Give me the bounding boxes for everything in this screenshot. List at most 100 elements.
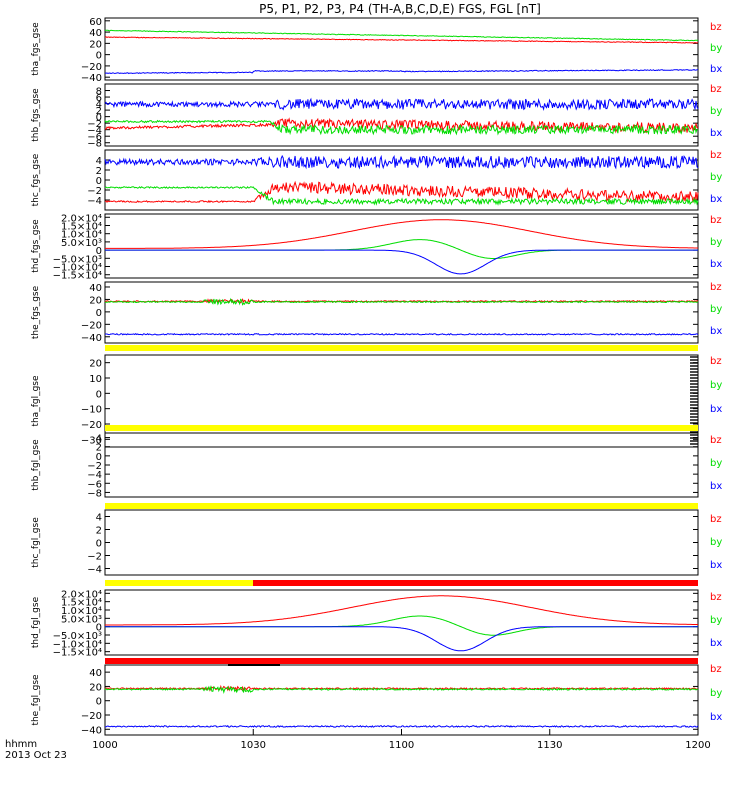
y-tick-label: −20 bbox=[81, 320, 102, 331]
y-tick-label: 2 bbox=[96, 526, 102, 537]
legend-bz: bz bbox=[710, 592, 722, 603]
y-tick-label: 0 bbox=[96, 389, 102, 400]
y-axis-label: the_fgs_gse bbox=[31, 285, 41, 339]
y-tick-label: 4 bbox=[96, 100, 102, 111]
legend-bz: bz bbox=[710, 356, 722, 367]
y-tick-label: 40 bbox=[89, 28, 102, 39]
legend-by: by bbox=[710, 458, 722, 469]
y-tick-label: 4 bbox=[96, 156, 102, 167]
series-bx-line bbox=[105, 626, 698, 652]
y-tick-label: 40 bbox=[89, 668, 102, 679]
y-tick-label: −40 bbox=[81, 725, 102, 736]
status-bar-yellow bbox=[105, 503, 698, 509]
legend-by: by bbox=[710, 688, 722, 699]
series-by-line bbox=[105, 615, 698, 636]
legend-bz: bz bbox=[710, 84, 722, 95]
y-tick-label: 1.5×10⁴ bbox=[61, 598, 102, 609]
series-bx-line bbox=[104, 332, 699, 336]
status-bar-yellow bbox=[105, 580, 253, 586]
y-tick-label: 8 bbox=[96, 87, 102, 98]
x-corner-label-date: 2013 Oct 23 bbox=[5, 750, 67, 761]
y-tick-label: 0 bbox=[96, 246, 102, 257]
y-tick-label: 20 bbox=[89, 682, 102, 693]
status-bar-yellow bbox=[105, 425, 698, 431]
legend-bx: bx bbox=[710, 194, 722, 205]
y-tick-label: −8 bbox=[87, 139, 102, 150]
y-tick-label: −1.5×10⁴ bbox=[53, 648, 102, 659]
panel-frame bbox=[104, 509, 699, 576]
series-bz-line bbox=[105, 595, 699, 626]
y-axis-label: tha_fgl_gse bbox=[31, 375, 41, 427]
status-bar-red bbox=[105, 658, 698, 664]
panel-frame bbox=[104, 17, 699, 81]
y-tick-label: 0 bbox=[96, 176, 102, 187]
y-axis-label: the_fgl_gse bbox=[31, 674, 41, 726]
y-axis-label: thc_fgs_gse bbox=[31, 153, 41, 206]
series-bz-line bbox=[105, 219, 698, 249]
legend-bz: bz bbox=[710, 150, 722, 161]
y-tick-label: 1.0×10⁴ bbox=[61, 606, 102, 617]
y-tick-label: −10 bbox=[81, 405, 102, 416]
series-bx-line bbox=[104, 154, 699, 170]
y-tick-label: 4 bbox=[96, 513, 102, 524]
y-tick-label: 2.0×10⁴ bbox=[61, 589, 102, 600]
y-tick-label: 2.0×10⁴ bbox=[61, 213, 102, 224]
panel-thb_fgl_gse: 420−2−4−6−8 thb_fgl_gse bz by bx bbox=[31, 432, 722, 499]
y-tick-label: 4 bbox=[96, 434, 102, 445]
legend-bx: bx bbox=[710, 638, 722, 649]
panel-frame bbox=[104, 281, 699, 344]
y-tick-label: 1.0×10⁴ bbox=[61, 230, 102, 241]
y-tick-label: 2 bbox=[96, 106, 102, 117]
y-tick-label: −5.0×10³ bbox=[53, 254, 102, 265]
y-tick-label: −4 bbox=[87, 126, 102, 137]
series-by-line bbox=[104, 685, 699, 694]
y-tick-label: −30 bbox=[81, 435, 102, 446]
panel-frame bbox=[104, 432, 699, 498]
x-tick-label: 1030 bbox=[241, 740, 266, 751]
y-tick-label: −2 bbox=[87, 552, 102, 563]
legend-bx: bx bbox=[710, 481, 722, 492]
legend-bz: bz bbox=[710, 215, 722, 226]
y-tick-label: 1.5×10⁴ bbox=[61, 221, 102, 232]
series-bx-line bbox=[105, 249, 698, 275]
y-tick-label: 0 bbox=[96, 697, 102, 708]
y-tick-label: −40 bbox=[81, 333, 102, 344]
y-tick-label: 60 bbox=[89, 17, 102, 28]
y-tick-label: 0 bbox=[96, 623, 102, 634]
y-tick-label: 5.0×10³ bbox=[61, 238, 102, 249]
panel-frame bbox=[104, 213, 699, 279]
y-tick-label: −6 bbox=[87, 132, 102, 143]
status-bar-black bbox=[228, 664, 280, 666]
legend-bz: bz bbox=[710, 435, 722, 446]
legend-by: by bbox=[710, 172, 722, 183]
legend-by: by bbox=[710, 43, 722, 54]
series-bx-line bbox=[105, 724, 699, 728]
y-tick-label: −2 bbox=[87, 119, 102, 130]
y-tick-label: −2 bbox=[87, 186, 102, 197]
series-bz-line bbox=[104, 180, 699, 204]
y-tick-label: −5.0×10³ bbox=[53, 631, 102, 642]
panel-thd_fgs_gse: 2.0×10⁴1.5×10⁴1.0×10⁴5.0×10³0−5.0×10³−1.… bbox=[31, 213, 722, 281]
legend-bz: bz bbox=[710, 664, 722, 675]
series-by-line bbox=[104, 29, 698, 42]
y-tick-label: 0 bbox=[96, 113, 102, 124]
y-tick-label: 0 bbox=[96, 308, 102, 319]
x-corner-label-hhmm: hhmm bbox=[5, 739, 37, 750]
y-axis-label: thb_fgs_gse bbox=[31, 88, 41, 142]
x-tick-label: 1130 bbox=[537, 740, 562, 751]
legend-bz: bz bbox=[710, 22, 722, 33]
series-by-line bbox=[104, 297, 699, 306]
status-bar-yellow bbox=[105, 345, 698, 351]
chart-title: P5, P1, P2, P3, P4 (TH-A,B,C,D,E) FGS, F… bbox=[259, 2, 541, 16]
y-tick-label: 6 bbox=[96, 93, 102, 104]
y-tick-label: −8 bbox=[87, 488, 102, 499]
y-axis-label: tha_fgs_gse bbox=[31, 22, 41, 76]
y-tick-label: 5.0×10³ bbox=[61, 614, 102, 625]
series-by-line bbox=[105, 239, 698, 259]
legend-bx: bx bbox=[710, 560, 722, 571]
